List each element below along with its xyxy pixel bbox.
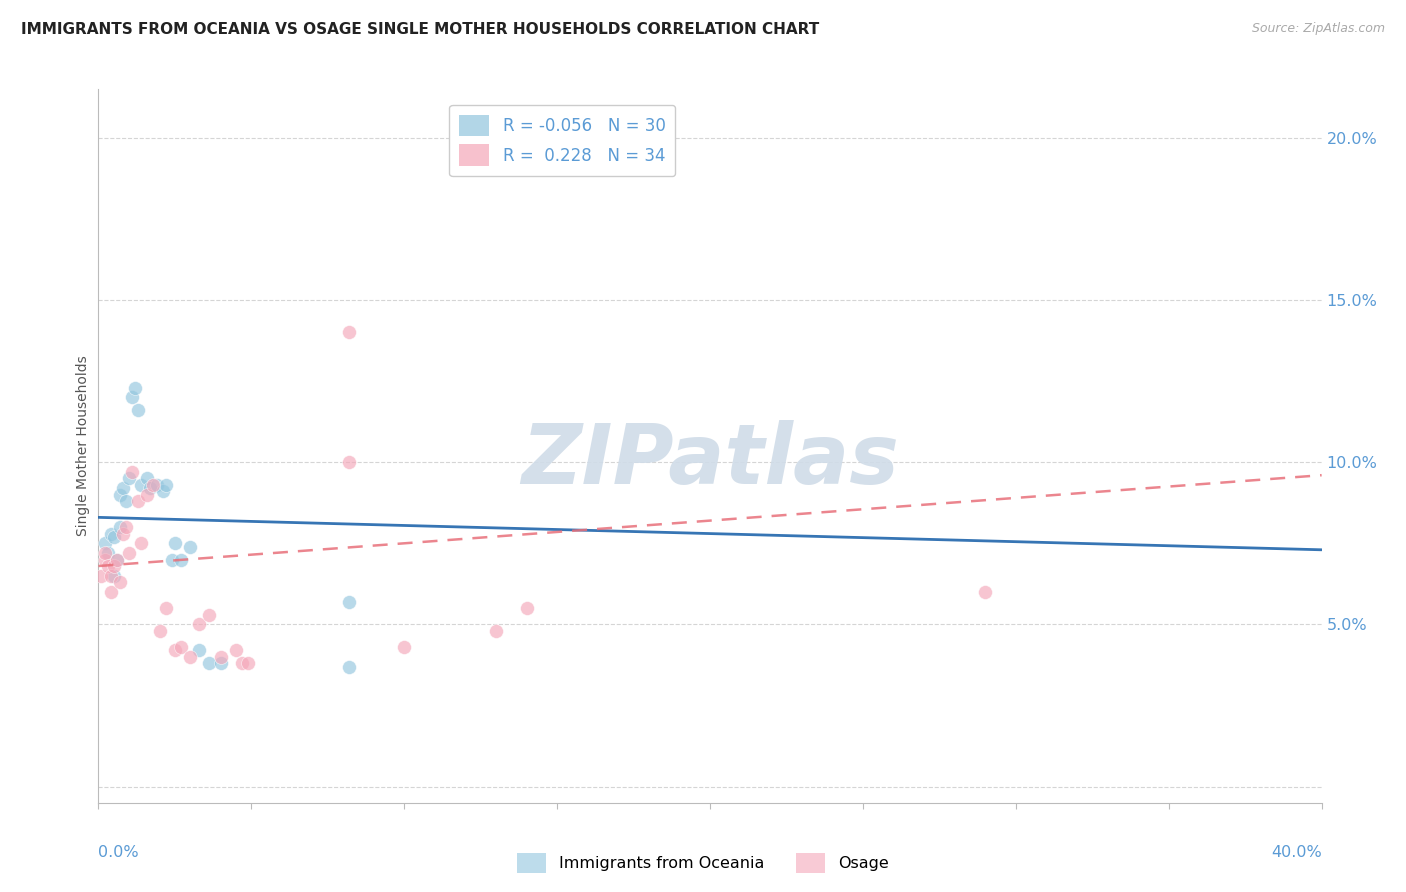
Point [155,601,177,615]
Point [209,657,232,671]
Point [105,552,128,566]
Point [136,488,159,502]
Point [100,526,122,541]
Point [337,326,360,340]
Point [516,601,538,615]
Point [111,481,134,495]
Text: 0.0%: 0.0% [98,845,139,860]
Text: Source: ZipAtlas.com: Source: ZipAtlas.com [1251,22,1385,36]
Point [485,624,508,638]
Point [209,649,232,664]
Point [118,546,141,560]
Point [124,381,146,395]
Point [121,390,143,404]
Text: ZIPatlas: ZIPatlas [522,420,898,500]
Legend: Immigrants from Oceania, Osage: Immigrants from Oceania, Osage [510,847,896,880]
Point [160,552,183,566]
Point [115,520,138,534]
Point [179,649,201,664]
Text: 40.0%: 40.0% [1271,845,1322,860]
Point [100,568,122,582]
Legend: R = -0.056   N = 30, R =  0.228   N = 34: R = -0.056 N = 30, R = 0.228 N = 34 [450,104,675,176]
Point [152,484,174,499]
Point [145,478,167,492]
Point [155,478,177,492]
Point [108,575,131,590]
Point [231,657,253,671]
Point [139,481,162,495]
Text: IMMIGRANTS FROM OCEANIA VS OSAGE SINGLE MOTHER HOUSEHOLDS CORRELATION CHART: IMMIGRANTS FROM OCEANIA VS OSAGE SINGLE … [21,22,820,37]
Point [129,536,152,550]
Point [115,494,138,508]
Point [118,471,141,485]
Point [188,617,211,632]
Point [197,657,219,671]
Point [93,536,115,550]
Point [170,640,193,654]
Point [392,640,416,654]
Point [238,657,260,671]
Point [188,643,211,657]
Y-axis label: Single Mother Households: Single Mother Households [76,356,90,536]
Point [121,465,143,479]
Point [129,478,152,492]
Point [337,455,360,469]
Point [108,488,131,502]
Point [97,546,120,560]
Point [170,552,193,566]
Point [108,520,131,534]
Point [103,559,125,574]
Point [100,585,122,599]
Point [97,559,120,574]
Point [111,526,134,541]
Point [337,659,360,673]
Point [225,643,247,657]
Point [163,643,186,657]
Point [93,552,115,566]
Point [576,131,599,145]
Point [105,552,128,566]
Point [163,536,186,550]
Point [127,403,149,417]
Point [136,471,159,485]
Point [103,530,125,544]
Point [974,585,997,599]
Point [179,540,201,554]
Point [127,494,149,508]
Point [337,595,360,609]
Point [149,624,172,638]
Point [90,568,112,582]
Point [93,546,115,560]
Point [142,478,165,492]
Point [103,568,125,582]
Point [197,607,219,622]
